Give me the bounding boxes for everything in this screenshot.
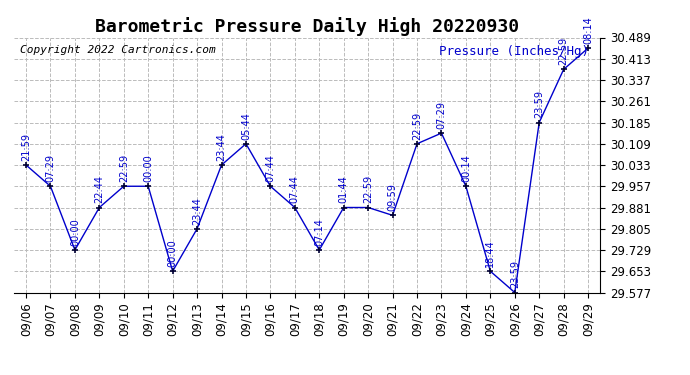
Text: 00:00: 00:00 [144,154,153,182]
Text: 07:29: 07:29 [46,154,55,182]
Text: 21:59: 21:59 [21,133,31,161]
Text: 23:59: 23:59 [510,260,520,288]
Text: 22:59: 22:59 [559,37,569,65]
Text: 00:00: 00:00 [70,218,80,246]
Text: 23:44: 23:44 [192,197,202,225]
Text: 00:00: 00:00 [168,239,177,267]
Text: Copyright 2022 Cartronics.com: Copyright 2022 Cartronics.com [19,45,215,55]
Text: 07:44: 07:44 [266,154,275,182]
Title: Barometric Pressure Daily High 20220930: Barometric Pressure Daily High 20220930 [95,17,519,36]
Text: 23:44: 23:44 [217,133,226,161]
Text: 23:59: 23:59 [534,90,544,118]
Text: 22:59: 22:59 [363,175,373,203]
Text: Pressure (Inches/Hg): Pressure (Inches/Hg) [439,45,589,58]
Text: 08:14: 08:14 [583,16,593,44]
Text: 09:59: 09:59 [388,183,397,211]
Text: 22:44: 22:44 [95,176,104,203]
Text: 07:29: 07:29 [437,101,446,129]
Text: 01:44: 01:44 [339,176,348,203]
Text: 22:59: 22:59 [119,154,129,182]
Text: 22:59: 22:59 [412,111,422,140]
Text: 05:44: 05:44 [241,112,251,140]
Text: 07:14: 07:14 [314,218,324,246]
Text: 00:14: 00:14 [461,154,471,182]
Text: 07:44: 07:44 [290,176,300,203]
Text: 18:44: 18:44 [485,239,495,267]
